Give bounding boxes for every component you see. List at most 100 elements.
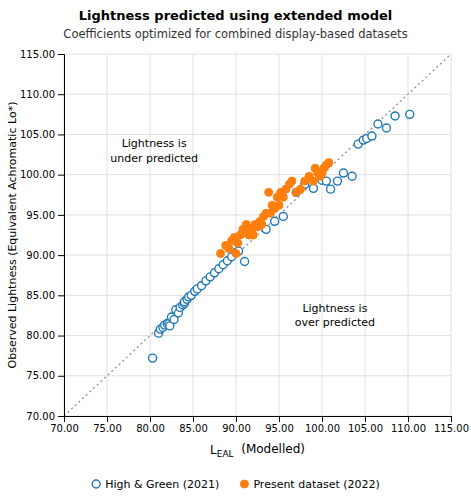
x-axis-title-subscript: EAL xyxy=(217,449,234,459)
series xyxy=(217,159,333,258)
point xyxy=(217,250,225,258)
y-grid-line xyxy=(64,134,451,135)
y-tick-label: 95.00 xyxy=(26,210,55,221)
point xyxy=(279,212,287,220)
y-tick-mark xyxy=(58,54,64,55)
x-tick: 110.00 xyxy=(391,416,426,434)
y-tick-mark xyxy=(58,215,64,216)
annotation-line: over predicted xyxy=(295,316,375,329)
chart: Lightness predicted using extended model… xyxy=(0,0,471,500)
x-tick-label: 85.00 xyxy=(179,423,208,434)
y-tick-label: 105.00 xyxy=(20,129,55,140)
x-tick-mark xyxy=(107,416,108,422)
x-tick-label: 90.00 xyxy=(222,423,251,434)
x-tick-label: 95.00 xyxy=(265,423,294,434)
y-grid-line xyxy=(64,295,451,296)
y-tick: 80.00 xyxy=(26,330,64,341)
y-tick: 95.00 xyxy=(26,210,64,221)
annotation-line: under predicted xyxy=(110,152,198,165)
point xyxy=(374,120,382,128)
x-tick-label: 115.00 xyxy=(434,423,469,434)
point xyxy=(249,231,257,239)
point xyxy=(225,245,233,253)
x-axis-line xyxy=(65,417,452,423)
y-grid-line xyxy=(64,94,451,95)
x-axis-title: LEAL (Modelled) xyxy=(210,442,305,459)
point xyxy=(258,221,266,229)
subtitle: Coefficients optimized for combined disp… xyxy=(63,27,407,41)
x-tick: 95.00 xyxy=(265,416,294,434)
x-tick-mark xyxy=(193,416,194,422)
legend-label: Present dataset (2022) xyxy=(253,478,379,491)
y-tick-mark xyxy=(58,336,64,337)
y-tick-label: 115.00 xyxy=(20,49,55,60)
y-tick: 110.00 xyxy=(20,89,64,100)
point xyxy=(309,177,317,185)
point xyxy=(241,258,249,266)
point xyxy=(340,169,348,177)
point xyxy=(327,185,335,193)
point xyxy=(279,193,287,201)
y-axis: 70.0075.0080.0085.0090.0095.00100.00105.… xyxy=(20,49,65,422)
x-grid-line xyxy=(451,54,452,416)
x-tick-label: 105.00 xyxy=(348,423,383,434)
x-tick-label: 75.00 xyxy=(93,423,122,434)
annotation: Lightness isunder predicted xyxy=(110,137,198,164)
x-tick-mark xyxy=(408,416,409,422)
annotation: Lightness isover predicted xyxy=(295,302,375,329)
y-grid-line xyxy=(64,255,451,256)
y-grid-line xyxy=(64,214,451,215)
y-tick-label: 90.00 xyxy=(26,250,55,261)
annotation-line: Lightness is xyxy=(302,302,367,315)
y-axis-line xyxy=(58,55,65,417)
legend-symbol xyxy=(92,480,100,488)
x-tick: 75.00 xyxy=(93,416,122,434)
y-grid-line xyxy=(64,335,451,336)
point xyxy=(333,177,341,185)
x-grid-line xyxy=(107,54,108,416)
x-grid-line xyxy=(279,54,280,416)
x-tick-mark xyxy=(279,416,280,422)
point xyxy=(348,172,356,180)
point xyxy=(275,201,283,209)
point xyxy=(391,112,399,120)
y-tick: 105.00 xyxy=(20,129,64,140)
reference-line xyxy=(64,54,451,416)
y-grid-line xyxy=(64,174,451,175)
x-tick-label: 100.00 xyxy=(305,423,340,434)
y-tick-mark xyxy=(58,94,64,95)
y-axis-title: Observed Lightness (Equivalent Achromati… xyxy=(6,102,19,369)
y-tick-label: 110.00 xyxy=(20,89,55,100)
point xyxy=(232,250,240,258)
legend: High & Green (2021) Present dataset (2022… xyxy=(92,478,380,491)
y-tick-label: 100.00 xyxy=(20,169,55,180)
x-tick-mark xyxy=(236,416,237,422)
y-tick-mark xyxy=(58,255,64,256)
y-grid-line xyxy=(64,54,451,55)
x-axis: 70.0075.0080.0085.0090.0095.00100.00105.… xyxy=(50,416,469,434)
y-tick: 115.00 xyxy=(20,49,64,60)
x-tick: 80.00 xyxy=(136,416,165,434)
point xyxy=(149,354,157,362)
point xyxy=(368,132,376,140)
y-tick: 100.00 xyxy=(20,169,64,180)
point xyxy=(271,217,279,225)
x-tick-mark xyxy=(365,416,366,422)
x-grid-line xyxy=(408,54,409,416)
x-tick-mark xyxy=(322,416,323,422)
point xyxy=(265,188,273,196)
point xyxy=(288,177,296,185)
x-tick-label: 110.00 xyxy=(391,423,426,434)
x-tick: 105.00 xyxy=(348,416,383,434)
x-axis-title-part: (Modelled) xyxy=(234,442,305,456)
legend-item: High & Green (2021) xyxy=(92,478,219,491)
point xyxy=(325,159,333,167)
x-tick-label: 80.00 xyxy=(136,423,165,434)
series xyxy=(149,110,414,362)
y-tick: 90.00 xyxy=(26,250,64,261)
x-grid-line xyxy=(365,54,366,416)
y-tick: 75.00 xyxy=(26,370,64,381)
x-grid-line xyxy=(193,54,194,416)
y-tick-mark xyxy=(58,175,64,176)
plot-area xyxy=(64,54,451,416)
